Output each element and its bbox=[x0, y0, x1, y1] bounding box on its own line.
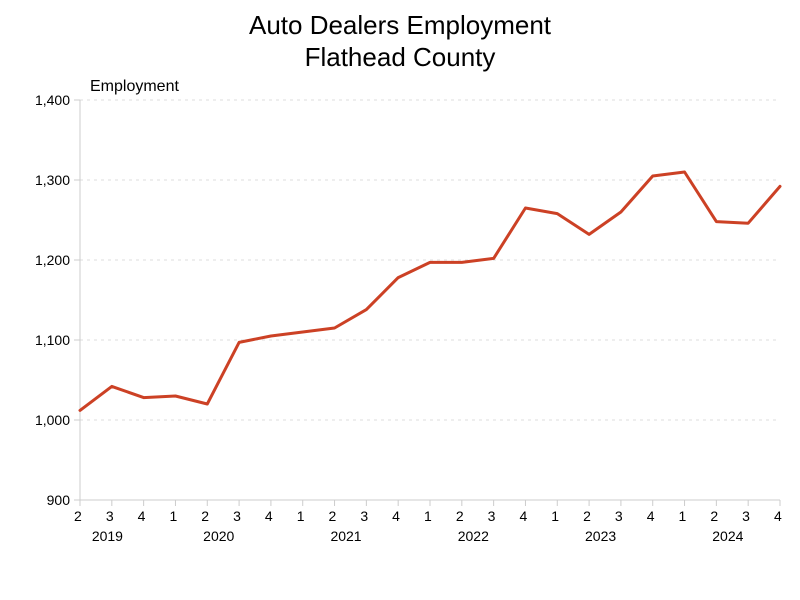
x-quarter-label: 3 bbox=[742, 508, 750, 524]
chart-container: Auto Dealers Employment Flathead County … bbox=[0, 0, 800, 600]
x-quarter-label: 2 bbox=[74, 508, 82, 524]
y-tick-label: 1,200 bbox=[35, 252, 70, 268]
x-quarter-label: 4 bbox=[138, 508, 146, 524]
x-quarter-label: 4 bbox=[774, 508, 782, 524]
x-quarter-label: 2 bbox=[329, 508, 337, 524]
x-quarter-label: 4 bbox=[647, 508, 655, 524]
x-year-label: 2023 bbox=[585, 528, 616, 544]
y-tick-label: 1,400 bbox=[35, 92, 70, 108]
x-quarter-label: 2 bbox=[456, 508, 464, 524]
x-quarter-label: 1 bbox=[551, 508, 559, 524]
x-quarter-label: 1 bbox=[679, 508, 687, 524]
x-quarter-label: 3 bbox=[615, 508, 623, 524]
x-quarter-label: 2 bbox=[710, 508, 718, 524]
x-quarter-label: 1 bbox=[169, 508, 177, 524]
x-quarter-label: 4 bbox=[392, 508, 400, 524]
x-quarter-label: 2 bbox=[201, 508, 209, 524]
x-quarter-label: 4 bbox=[519, 508, 527, 524]
x-year-label: 2019 bbox=[92, 528, 123, 544]
y-tick-label: 1,300 bbox=[35, 172, 70, 188]
x-quarter-label: 3 bbox=[233, 508, 241, 524]
y-tick-label: 1,100 bbox=[35, 332, 70, 348]
y-tick-label: 1,000 bbox=[35, 412, 70, 428]
x-quarter-label: 3 bbox=[360, 508, 368, 524]
y-tick-label: 900 bbox=[47, 492, 70, 508]
x-quarter-label: 2 bbox=[583, 508, 591, 524]
x-quarter-label: 1 bbox=[424, 508, 432, 524]
x-quarter-label: 3 bbox=[106, 508, 114, 524]
x-year-label: 2021 bbox=[330, 528, 361, 544]
x-year-label: 2022 bbox=[458, 528, 489, 544]
x-year-label: 2020 bbox=[203, 528, 234, 544]
x-quarter-label: 3 bbox=[488, 508, 496, 524]
x-year-label: 2024 bbox=[712, 528, 743, 544]
x-quarter-label: 1 bbox=[297, 508, 305, 524]
x-quarter-label: 4 bbox=[265, 508, 273, 524]
